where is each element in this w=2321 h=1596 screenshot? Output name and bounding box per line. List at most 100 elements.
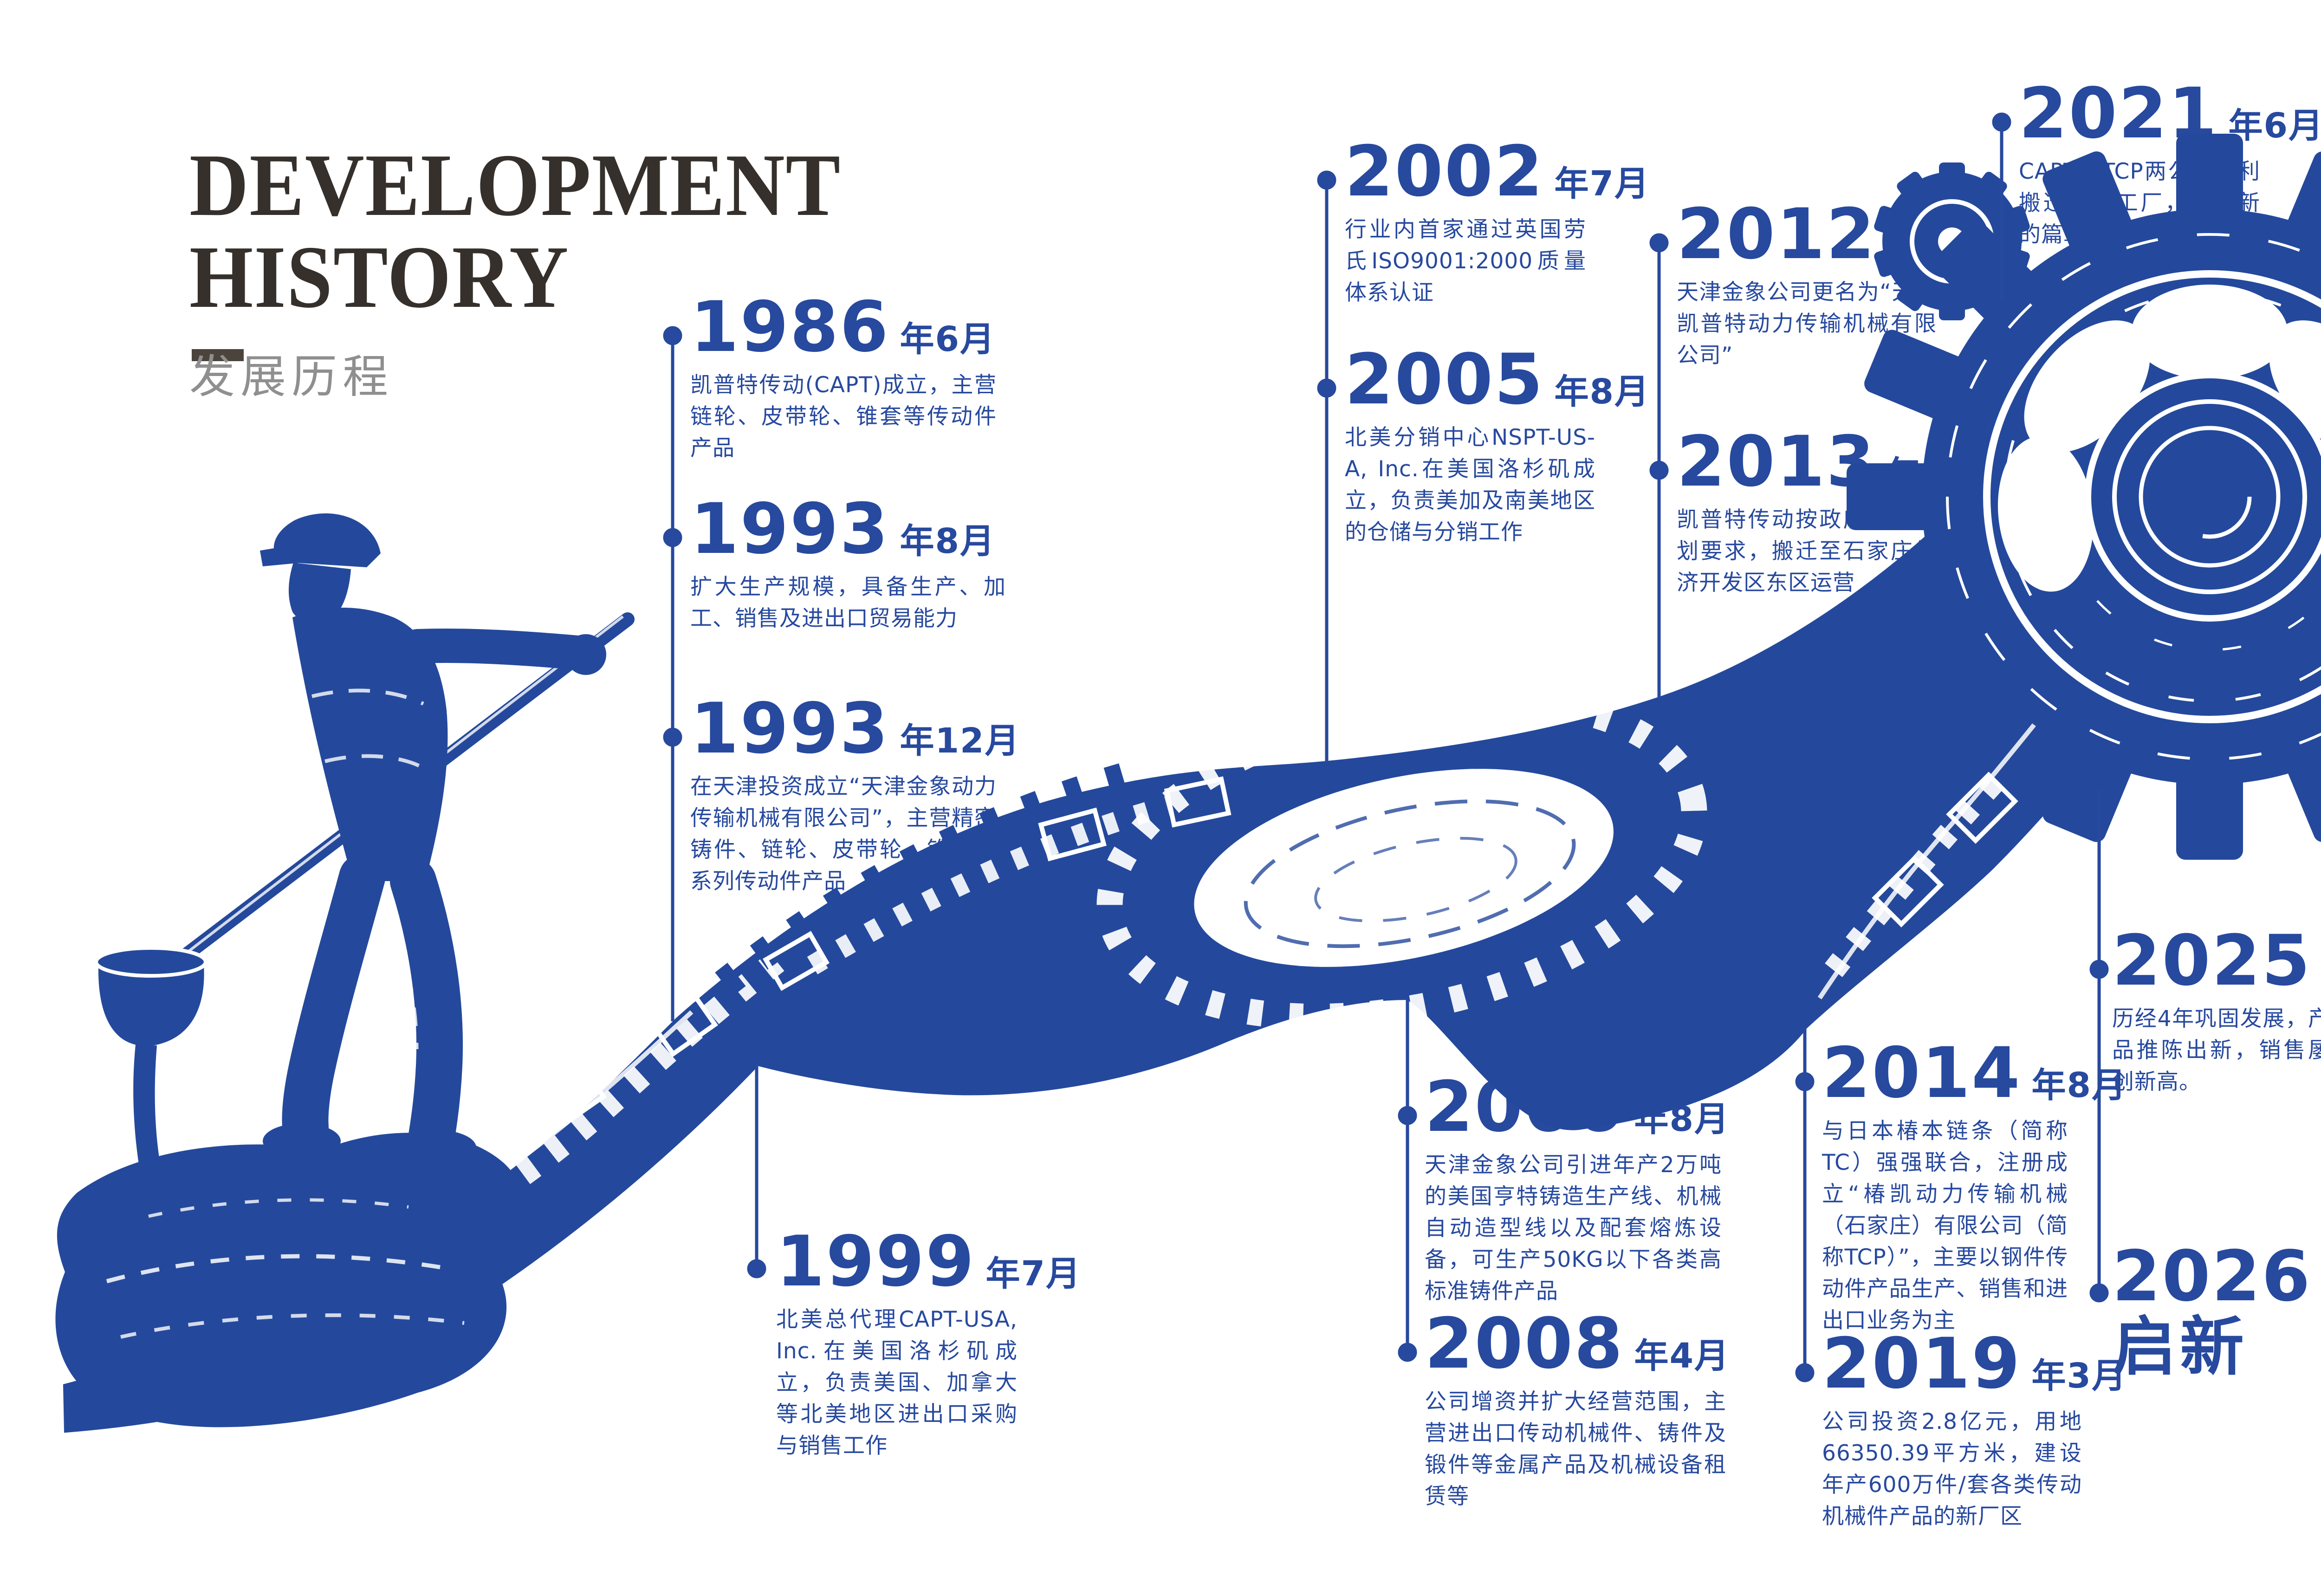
sprocket-bowl [1096,688,1707,1030]
timeline-dot-2012-10 [1649,233,1669,253]
entry-description: 与日本椿本链条（简称TC）强强联合，注册成立“椿凯动力传输机械（石家庄）有限公司… [1822,1118,2068,1333]
timeline-entry-2005-08: 2005 年8月 北美分销中心NSPT-US-A, Inc.在美国洛杉矶成立，负… [1345,345,1649,548]
entry-description: 北美总代理CAPT-USA, Inc.在美国洛杉矶成立，负责美国、加拿大等北美地… [776,1307,1018,1459]
entry-year-row: 1993 年8月 [690,494,1006,564]
bowl-cavity [1194,769,1614,967]
rock-hatch-2 [120,1313,465,1339]
bowl-hatch-inner [1314,837,1517,922]
timeline-entry-2025-06: 2025 年6月 历经4年巩固发展，产品推陈出新，销售屡创新高。 [2112,926,2321,1098]
timeline-dot-2014-08 [1795,1072,1815,1091]
entry-description: 公司投资2.8亿元，用地66350.39平方米，建设年产600万件/套各类传动机… [1822,1409,2082,1529]
ladle-rim [94,946,207,978]
entry-year-row: 2014 年8月 [1822,1033,2126,1114]
timeline-entry-2012-10: 2012 年10月 天津金象公司更名为“天津凯普特动力传输机械有限公司” [1677,200,2005,371]
entry-month: 年7月 [985,1254,1081,1294]
worker-back-leg [390,858,463,1159]
chain-links-mid [807,795,1173,974]
gear-hatch-ring-1 [1946,233,2321,760]
entry-year: 2013 [1677,422,1876,502]
bowl-hatch-outer [1244,799,1576,948]
bowl-tooth-ring [1096,688,1707,1030]
worker-front-leg [282,854,385,1150]
gear-hub-ring [2112,399,2307,594]
page-title-line1: DEVELOPMENT [189,136,842,234]
entry-year-row: 1999 年7月 [776,1221,1080,1302]
entry-year: 1993 [690,688,890,769]
entry-year-row: 2005 年8月 [1345,345,1649,415]
worker-left-arm [328,641,378,826]
timeline-entry-1993-12: 1993 年12月 在天津投资成立“天津金象动力传输机械有限公司”，主营精密铸件… [690,688,1019,897]
entry-month: 年8月 [900,521,995,561]
entry-month: 年12月 [900,721,1020,761]
gear-hub-core [2139,426,2281,568]
timeline-entry-1993-08: 1993 年8月 扩大生产规模，具备生产、加工、销售及进出口贸易能力 [690,494,1006,635]
sprocket-teeth-silhouette [715,762,1132,996]
timeline-dot-2019-03 [1795,1363,1815,1382]
gear-rim-ring [1983,270,2321,723]
gear-hub-arc [2167,454,2252,539]
entry-year: 2026 [2112,1236,2312,1317]
entry-year: 2008 [1425,1304,1624,1384]
timeline-dot-1999-07 [747,1259,766,1278]
ladle-cup [98,959,204,1046]
large-gear [1847,134,2321,860]
entry-year-row: 2026 [2112,1242,2321,1311]
timeline-dot-2002-07 [1317,170,1336,190]
timeline-entry-2019-03: 2019 年3月 公司投资2.8亿元，用地66350.39平方米，建设年产600… [1822,1329,2126,1532]
worker-shading-3 [386,904,419,1050]
finale-label: 启新 [2112,1310,2248,1384]
mold-boxes [539,772,2018,1129]
timeline-dot-1993-08 [663,528,682,547]
header: DEVELOPMENT HISTORY 发展历程 [189,139,898,406]
worker-shading-1 [311,688,424,706]
rock-hatch-3 [148,1198,409,1218]
entry-description: 天津金象公司引进年产2万吨的美国亨特铸造生产线、机械自动造型线以及配套熔炼设备，… [1425,1152,1722,1304]
entry-month: 年4月 [1634,1336,1730,1376]
entry-description: 历经4年巩固发展，产品推陈出新，销售屡创新高。 [2112,1006,2321,1095]
entry-description: 行业内首家通过英国劳氏ISO9001:2000质量体系认证 [1345,217,1586,305]
timeline-dot-2005-08 [1317,378,1336,398]
entry-year-row: 2019 年3月 [1822,1329,2126,1399]
entry-year: 1993 [690,489,890,570]
timeline-dot-2006-08 [1398,1106,1417,1125]
entry-year: 1986 [690,287,890,368]
timeline-entry-1986-06: 1986 年6月 凯普特传动(CAPT)成立，主营链轮、皮带轮、锥套等传动件产品 [690,292,997,464]
entry-month: 年8月 [1554,372,1650,412]
entry-year-row: 2002 年7月 [1345,131,1649,212]
entry-description: 凯普特传动按政府城市规划要求，搬迁至石家庄经济开发区东区运营 [1677,507,1937,596]
worker-illustration [260,513,606,1165]
entry-description: 天津金象公司更名为“天津凯普特动力传输机械有限公司” [1677,279,1937,368]
timeline-connectors [663,112,2109,1382]
timeline-entry-1999-07: 1999 年7月 北美总代理CAPT-USA, Inc.在美国洛杉矶成立，负责美… [776,1221,1080,1462]
rock [55,1133,528,1427]
timeline-dot-2025-06 [2089,960,2109,979]
worker-front-foot [263,1123,341,1159]
entry-month: 年6月 [900,319,995,359]
timeline-entry-2002-07: 2002 年7月 行业内首家通过英国劳氏ISO9001:2000质量体系认证 [1345,131,1649,309]
entry-year-row: 2021 年6月 [2019,79,2321,149]
rock-body [55,1133,528,1427]
entry-year: 2014 [1822,1033,2022,1114]
entry-year: 2025 [2112,921,2312,1001]
entry-month: 年6月 [2228,106,2321,146]
entry-year: 1999 [776,1221,976,1302]
title-underline-dash [192,349,244,361]
timeline-dot-1993-12 [663,727,682,747]
entry-description: 凯普特传动(CAPT)成立，主营链轮、皮带轮、锥套等传动件产品 [690,372,997,461]
entry-description: 公司增资并扩大经营范围，主营进出口传动机械件、铸件及锻件等金属产品及机械设备租赁… [1425,1389,1726,1509]
chain-band-body [63,412,2184,1433]
entry-description: 扩大生产规模，具备生产、加工、销售及进出口贸易能力 [690,574,1006,631]
worker-left-hand [347,798,384,836]
molten-stream [133,1045,163,1181]
timeline-dot-1986-06 [663,326,682,345]
entry-month: 年8月 [2031,1065,2127,1105]
entry-year-row: 1986 年6月 [690,292,997,362]
timeline-dot-2026 [2089,1283,2109,1303]
entry-year: 2002 [1345,131,1544,212]
page-title-line2: HISTORY [189,227,570,326]
entry-year-row: 2025 年6月 [2112,926,2321,996]
worker-shading-2 [324,754,422,769]
timeline-dot-2021-06 [1992,112,2011,132]
